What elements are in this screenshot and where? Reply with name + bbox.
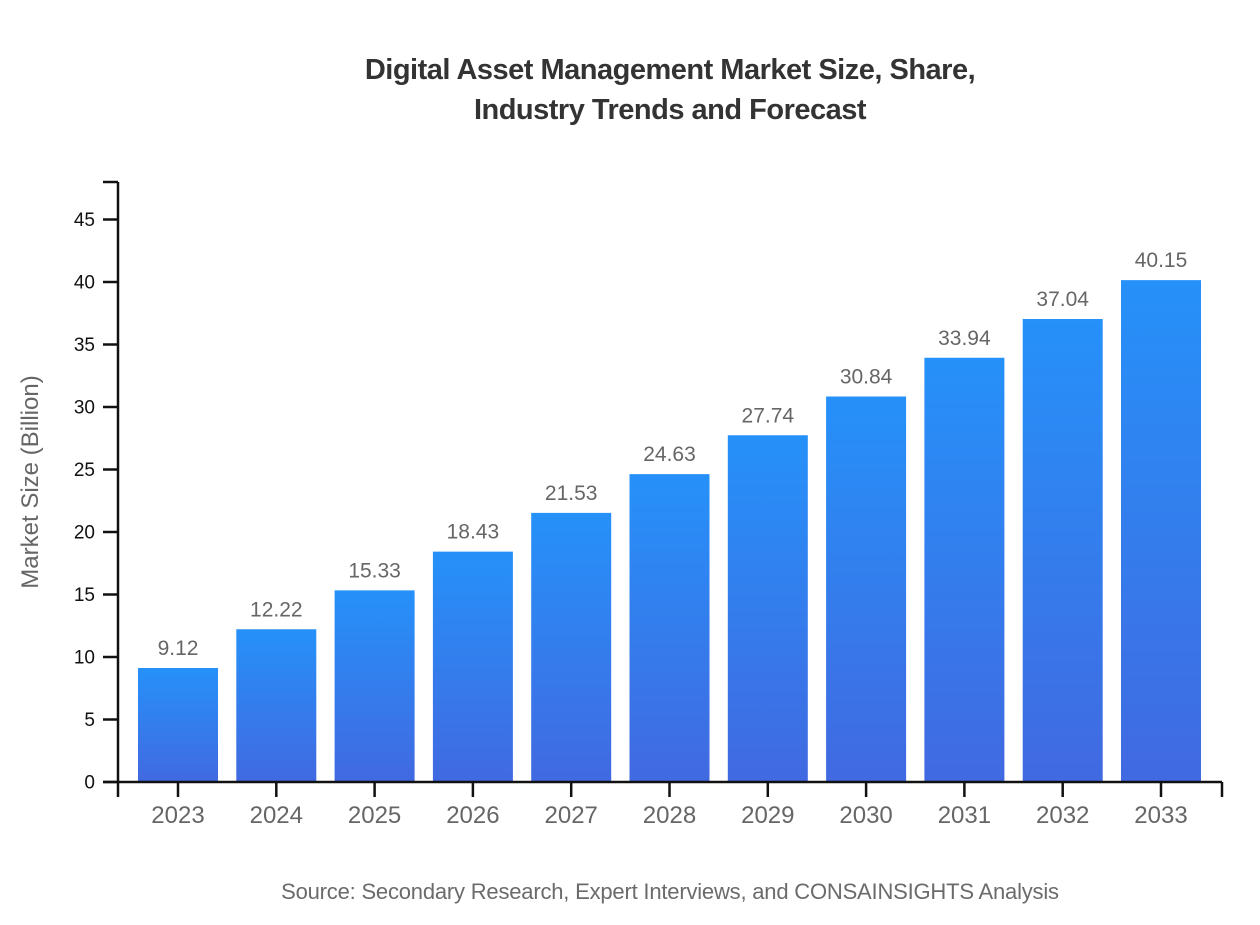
bar [531,512,612,782]
y-axis-title: Market Size (Billion) [17,375,44,588]
y-tick-label: 0 [84,773,95,794]
y-tick-label: 30 [74,398,95,419]
bar [138,668,218,782]
y-tick-label: 10 [74,648,95,669]
bar [727,435,808,782]
y-tick-label: 40 [74,273,95,294]
bar [629,474,710,782]
x-tick-label: 2026 [446,802,499,829]
bar [236,629,317,782]
y-tick-label: 15 [74,585,95,606]
x-tick-label: 2031 [938,802,991,829]
x-tick-label: 2023 [151,802,204,829]
bar [1121,280,1201,782]
x-tick-label: 2028 [643,802,696,829]
x-tick-label: 2029 [741,802,794,829]
chart-title-line2: Industry Trends and Forecast [474,94,867,126]
bar-value-label: 27.74 [742,404,795,427]
bar-value-label: 15.33 [348,559,401,582]
chart-title-line1: Digital Asset Management Market Size, Sh… [365,54,975,86]
bar [924,357,1005,782]
x-tick-label: 2033 [1134,802,1187,829]
x-tick-label: 2032 [1036,802,1089,829]
x-tick-label: 2030 [839,802,892,829]
bar [826,396,907,782]
bar-value-label: 12.22 [250,598,303,621]
bar [334,590,415,782]
x-tick-label: 2025 [348,802,401,829]
bar-value-label: 9.12 [158,637,199,660]
bar-value-label: 24.63 [643,443,696,466]
x-tick-label: 2024 [250,802,303,829]
source-note: Source: Secondary Research, Expert Inter… [281,879,1059,904]
y-tick-label: 25 [74,460,95,481]
y-tick-label: 20 [74,523,95,544]
bars-group: 9.12 12.22 15.33 18.43 21.53 24.63 27.74 30.84 3… [138,249,1201,782]
bar-value-label: 21.53 [545,482,598,505]
x-tick-label: 2027 [545,802,598,829]
bar-value-label: 18.43 [447,521,500,544]
y-tick-label: 45 [74,210,95,231]
bar-value-label: 30.84 [840,366,893,389]
bar-value-label: 40.15 [1135,249,1188,272]
bar-value-label: 37.04 [1036,288,1089,311]
bar-value-label: 33.94 [938,327,991,350]
bar [1022,319,1103,782]
y-tick-label: 35 [74,335,95,356]
bar [432,551,513,782]
y-tick-label: 5 [84,710,95,731]
